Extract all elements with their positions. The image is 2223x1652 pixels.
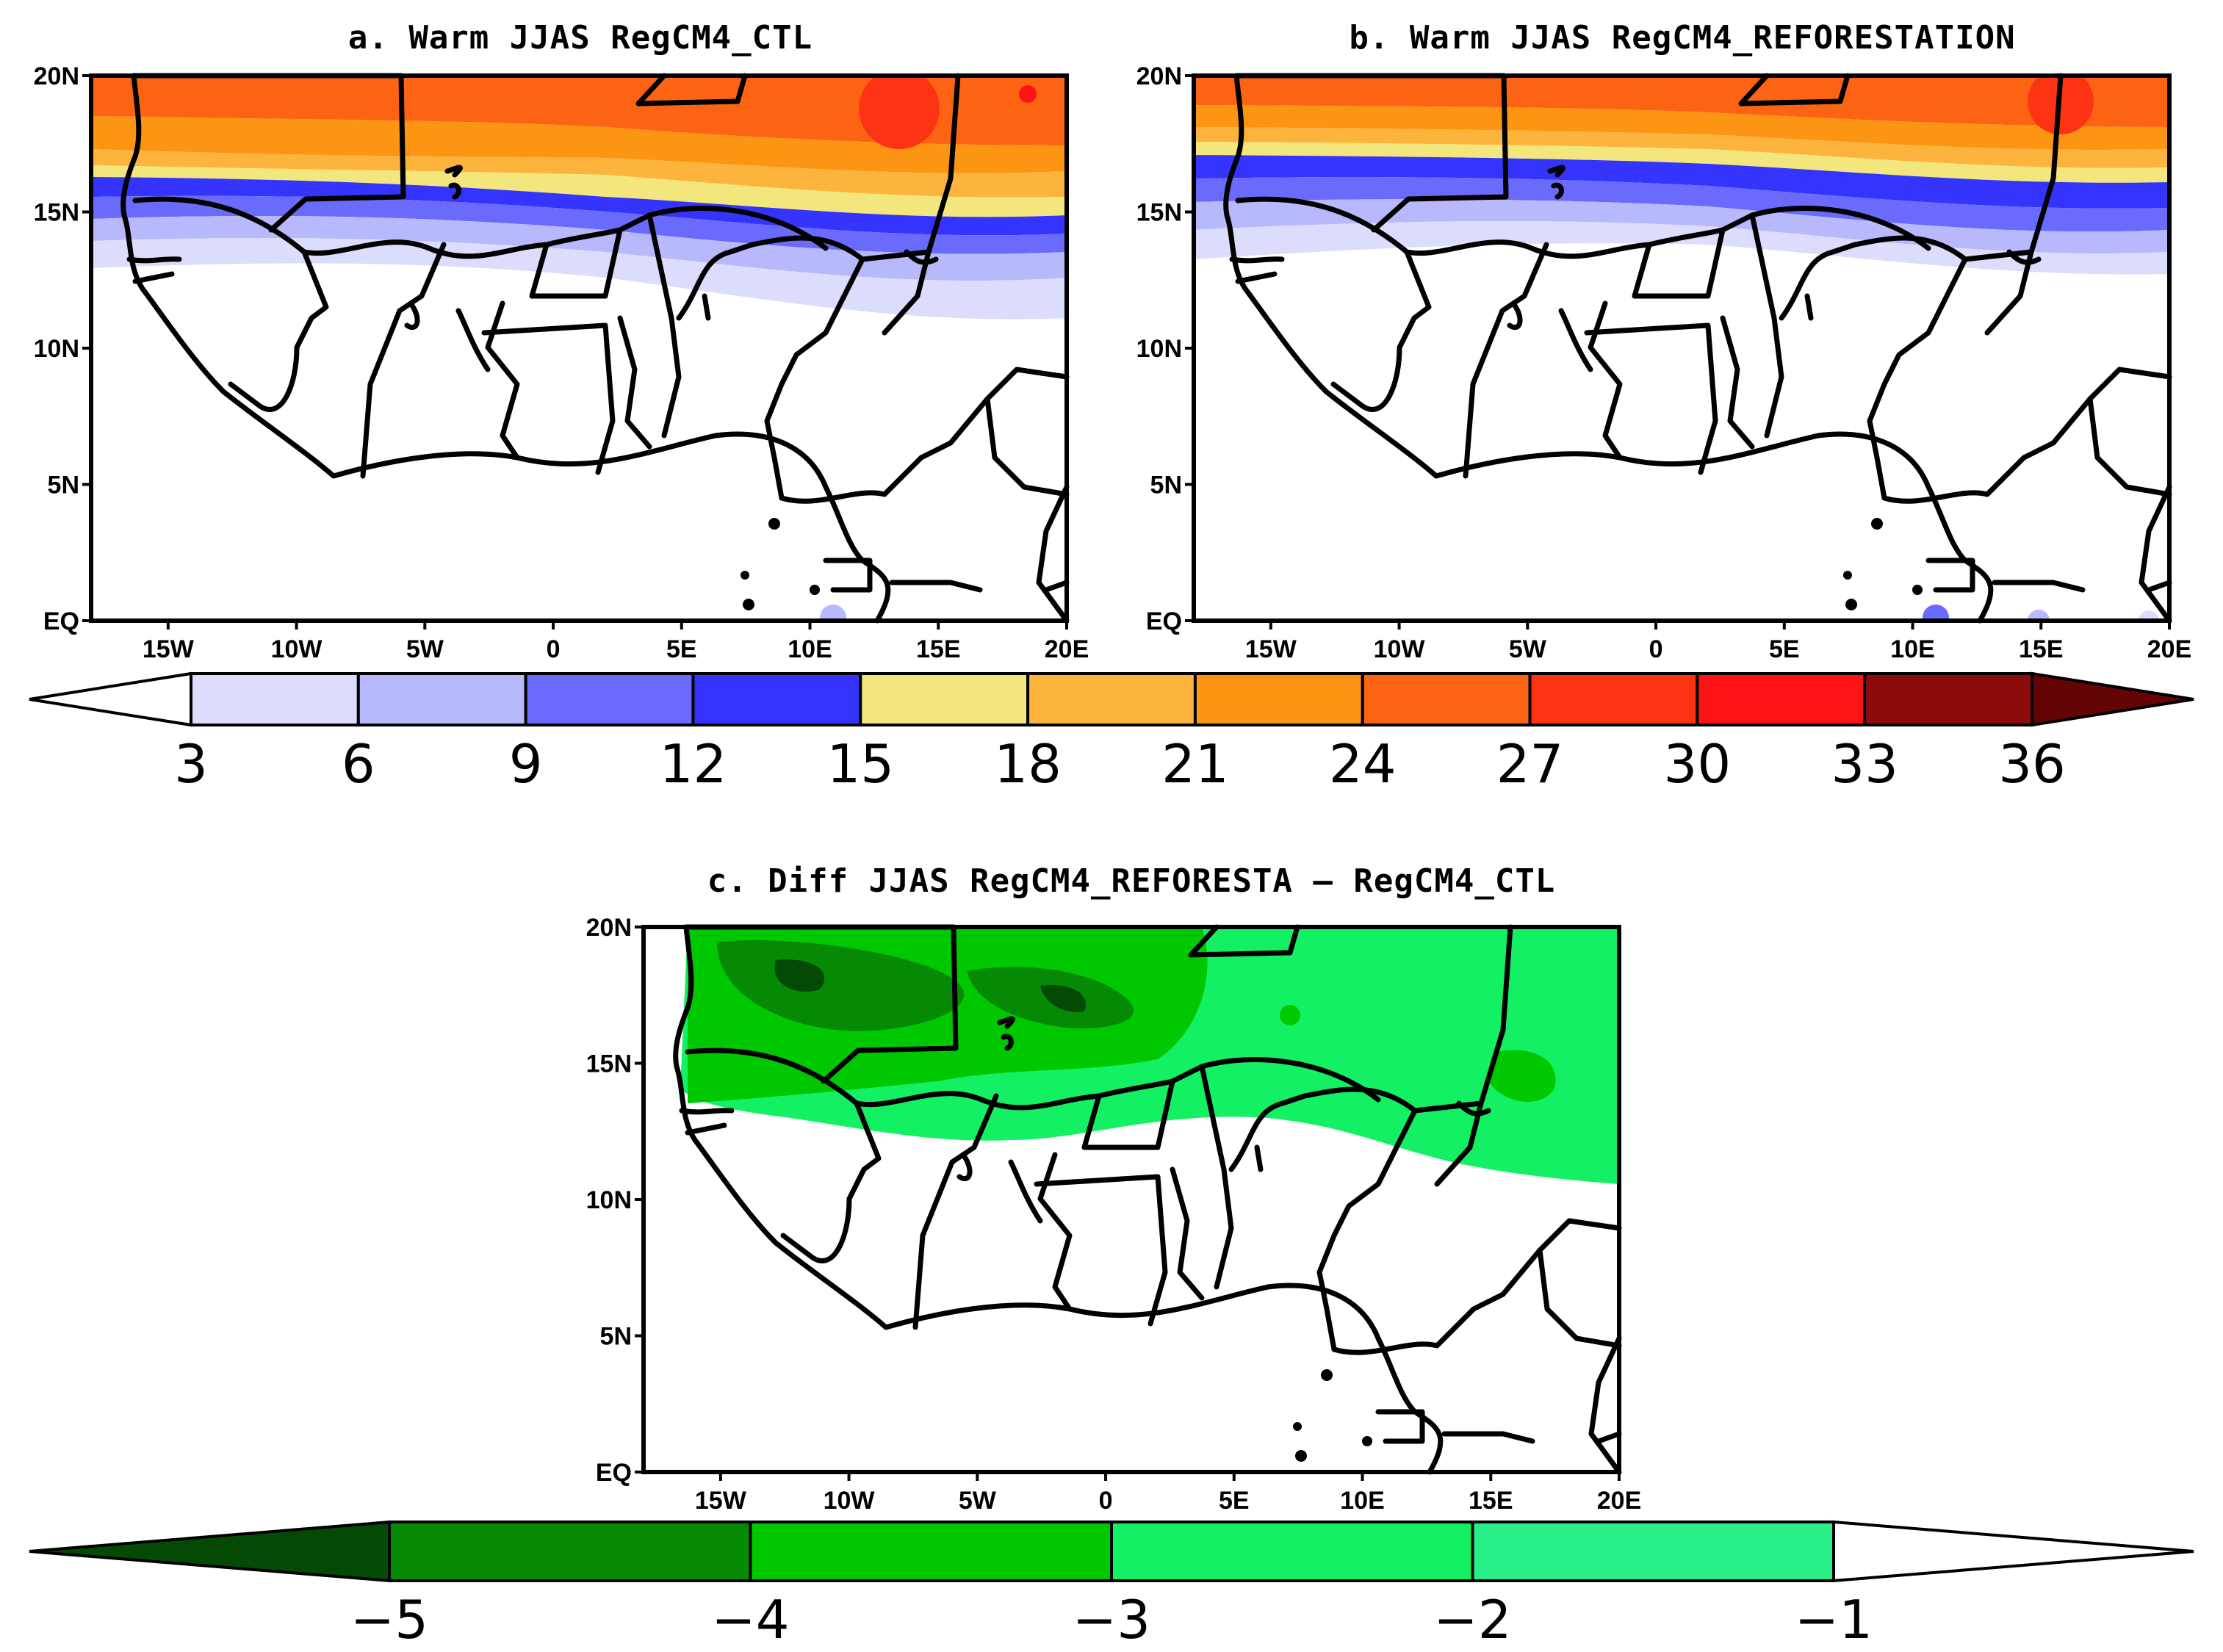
colorbar-bottom-label: −4 <box>711 1589 789 1651</box>
colorbar-top-label: 21 <box>1161 733 1229 795</box>
colorbar-top-swatch <box>524 672 695 726</box>
colorbar-top-label: 9 <box>509 733 543 795</box>
colorbar-top-label: 15 <box>826 733 894 795</box>
colorbar-top-label: 36 <box>1998 733 2066 795</box>
panel-a-field <box>91 76 1067 621</box>
panel-b-field <box>1194 76 2169 621</box>
colorbar-bottom-label: −1 <box>1795 1589 1873 1651</box>
lat-tick-label: 15N <box>1136 199 1182 227</box>
panel-a: a. Warm JJAS RegCM4_CTL <box>89 19 1067 631</box>
colorbar-top-swatch <box>1361 672 1532 726</box>
lon-tick-label: 10W <box>824 1487 876 1515</box>
colorbar-top-swatch <box>691 672 862 726</box>
lat-tick-label: 15N <box>586 1050 632 1078</box>
colorbar-top-swatch <box>1026 672 1197 726</box>
lon-tick-label: 0 <box>547 635 561 663</box>
lon-tick-label: 10W <box>1374 635 1426 663</box>
lat-tick-label: 20N <box>34 62 79 90</box>
colorbar-top-label: 3 <box>174 733 208 795</box>
lon-tick-label: 10E <box>788 635 832 663</box>
colorbar-bottom-swatch <box>388 1521 752 1582</box>
colorbar-bottom-high-arrow <box>1832 1520 2194 1583</box>
lon-tick-label: 20E <box>2147 635 2192 663</box>
lat-tick-label: EQ <box>596 1459 632 1487</box>
lat-tick-label: EQ <box>43 607 79 635</box>
lon-tick-label: 10E <box>1890 635 1935 663</box>
lat-tick-label: 5N <box>48 472 79 499</box>
colorbar-top-label: 18 <box>994 733 1062 795</box>
lon-tick-label: 5E <box>1769 635 1800 663</box>
lon-tick-label: 5E <box>1219 1487 1250 1515</box>
colorbar-top-labels: 3 6 9 12 15 18 21 24 27 30 33 36 <box>174 733 2066 795</box>
lat-tick-label: 10N <box>1136 335 1182 363</box>
lon-tick-label: 15E <box>2019 635 2064 663</box>
panel-b: b. Warm JJAS RegCM4_REFORESTATION <box>1192 19 2169 632</box>
lat-tick-label: 5N <box>1150 472 1182 499</box>
colorbar-bottom-low-arrow <box>29 1520 391 1583</box>
lon-tick-label: 20E <box>1597 1487 1642 1515</box>
lon-tick-label: 5W <box>406 635 444 663</box>
colorbar-top-high-arrow <box>2031 671 2194 727</box>
colorbar-top-swatch <box>190 672 360 726</box>
colorbar-bottom-swatch <box>749 1521 1113 1582</box>
colorbar-bottom-label: −5 <box>350 1589 428 1651</box>
colorbar-top-label: 30 <box>1664 733 1732 795</box>
panel-b-title: b. Warm JJAS RegCM4_REFORESTATION <box>1349 19 2015 57</box>
lat-tick-label: EQ <box>1146 607 1182 635</box>
lat-tick-label: 10N <box>586 1186 632 1214</box>
colorbar-bottom-labels: −5 −4 −3 −2 −1 <box>350 1589 1873 1651</box>
lat-tick-label: 20N <box>586 914 632 942</box>
colorbar-top-label: 24 <box>1329 733 1397 795</box>
colorbar-bottom-swatch <box>1110 1521 1474 1582</box>
lon-tick-label: 0 <box>1099 1487 1113 1515</box>
lon-tick-label: 5W <box>959 1487 997 1515</box>
lon-tick-label: 15W <box>695 1487 747 1515</box>
lon-tick-label: 15W <box>143 635 195 663</box>
lon-tick-label: 20E <box>1045 635 1089 663</box>
lat-tick-label: 15N <box>34 199 79 227</box>
colorbar-top-swatch <box>1696 672 1867 726</box>
lon-tick-label: 15W <box>1245 635 1297 663</box>
axis-ticks: 15W 10W 5W 0 5E 10E 15E 20E 20N 15N 10N 5N EQ 15W 10W 5… <box>34 62 2192 1515</box>
colorbar-top-label: 33 <box>1831 733 1898 795</box>
panel-c-title: c. Diff JJAS RegCM4_REFORESTA — RegCM4_C… <box>707 862 1556 900</box>
panel-a-title: a. Warm JJAS RegCM4_CTL <box>348 19 813 57</box>
colorbar-top-label: 6 <box>342 733 375 795</box>
colorbar-top-swatch <box>356 672 527 726</box>
colorbar-top-swatch <box>1863 672 2034 726</box>
colorbar-top-low-arrow <box>29 671 192 727</box>
colorbar-top-label: 27 <box>1496 733 1564 795</box>
colorbar-bottom <box>29 1520 2194 1583</box>
panel-c: c. Diff JJAS RegCM4_REFORESTA — RegCM4_C… <box>641 862 1619 1472</box>
lon-tick-label: 10W <box>271 635 323 663</box>
colorbar-top-label: 12 <box>660 733 727 795</box>
colorbar-bottom-label: −2 <box>1433 1589 1511 1651</box>
lon-tick-label: 10E <box>1340 1487 1385 1515</box>
panel-c-field <box>644 927 1619 1472</box>
colorbar-bottom-label: −3 <box>1073 1589 1150 1651</box>
lon-tick-label: 5W <box>1509 635 1547 663</box>
lat-tick-label: 5N <box>600 1323 632 1351</box>
colorbar-top <box>29 671 2194 727</box>
lat-tick-label: 20N <box>1136 62 1182 90</box>
colorbar-top-swatch <box>859 672 1030 726</box>
colorbar-top-swatch <box>1193 672 1364 726</box>
lon-tick-label: 15E <box>916 635 961 663</box>
colorbar-bottom-swatch <box>1471 1521 1835 1582</box>
lat-tick-label: 10N <box>34 335 79 363</box>
lon-tick-label: 0 <box>1649 635 1663 663</box>
colorbar-top-swatch <box>1528 672 1699 726</box>
lon-tick-label: 5E <box>666 635 697 663</box>
lon-tick-label: 15E <box>1469 1487 1513 1515</box>
